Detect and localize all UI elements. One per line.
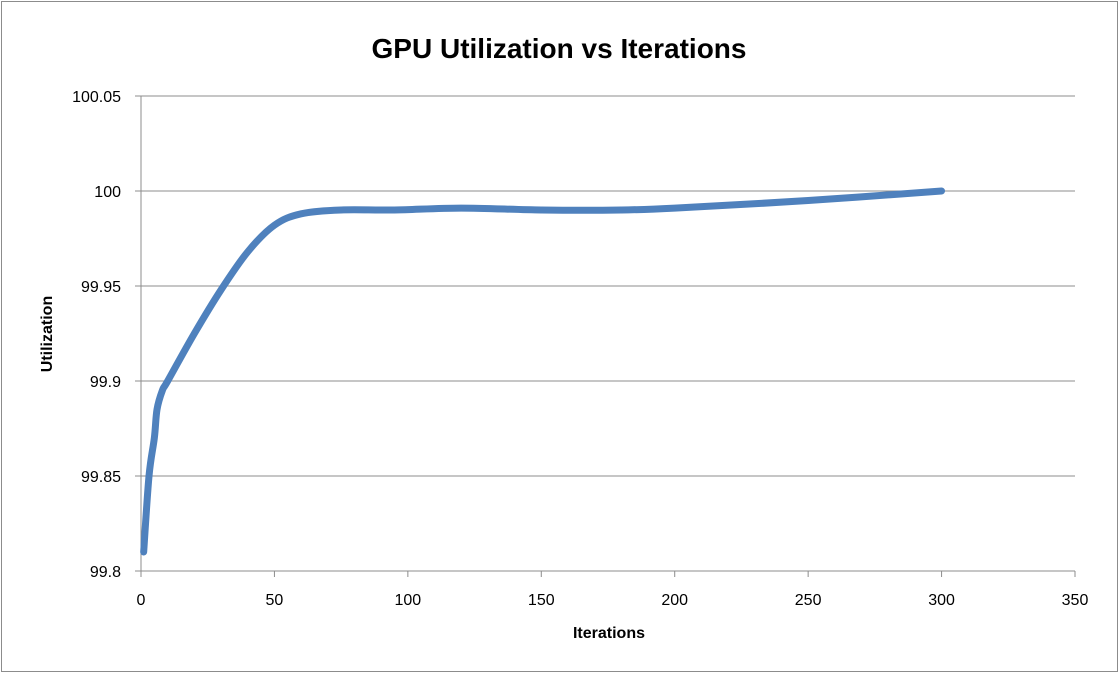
x-tick-label: 300 <box>928 592 955 609</box>
x-tick-label: 350 <box>1062 592 1089 609</box>
series-line-0 <box>140 187 946 556</box>
y-tick-label: 100.05 <box>72 89 121 106</box>
axes <box>135 95 1076 577</box>
chart-title: GPU Utilization vs Iterations <box>372 33 747 64</box>
y-tick-label: 99.8 <box>90 564 121 581</box>
series-layer <box>140 187 946 556</box>
y-axis-label: Utilization <box>39 296 56 372</box>
x-tick-label: 150 <box>528 592 555 609</box>
x-tick-label: 0 <box>137 592 146 609</box>
y-tick-label: 100 <box>94 184 121 201</box>
grid-lines <box>141 95 1075 477</box>
x-tick-label: 250 <box>795 592 822 609</box>
x-tick-label: 100 <box>395 592 422 609</box>
x-axis-label: Iterations <box>573 625 645 642</box>
tick-labels: 99.8 99.85 99.9 99.95 100 100.05 0 50 100 150 200 2… <box>72 89 1088 609</box>
y-tick-label: 99.95 <box>81 279 121 296</box>
x-tick-label: 200 <box>661 592 688 609</box>
x-tick-label: 50 <box>266 592 284 609</box>
y-tick-label: 99.9 <box>90 374 121 391</box>
y-tick-label: 99.85 <box>81 469 121 486</box>
